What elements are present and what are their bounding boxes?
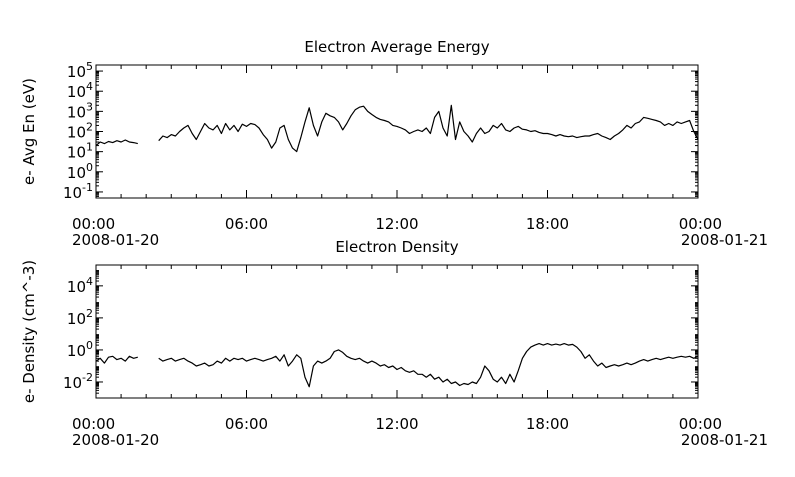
density-title: Electron Density xyxy=(335,238,458,256)
density-x-tick-label: 12:00 xyxy=(375,415,418,433)
energy-plot-frame xyxy=(95,64,699,199)
energy-y-tick-label: 10-1 xyxy=(63,181,93,202)
energy-series-line xyxy=(158,104,699,153)
density-series-line xyxy=(158,343,699,388)
energy-y-tick-label: 101 xyxy=(67,141,93,162)
energy-y-tick-label: 104 xyxy=(67,80,93,101)
density-x-tick-label: 06:00 xyxy=(225,415,268,433)
energy-y-tick-label: 105 xyxy=(67,60,93,81)
energy-x-date-label: 2008-01-20 xyxy=(72,231,159,249)
density-y-tick-label: 104 xyxy=(67,275,93,296)
energy-x-date-label: 2008-01-21 xyxy=(681,231,768,249)
energy-y-tick-label: 102 xyxy=(67,121,93,142)
energy-title: Electron Average Energy xyxy=(304,38,489,56)
density-x-date-label: 2008-01-20 xyxy=(72,431,159,449)
density-x-tick-label: 18:00 xyxy=(526,415,569,433)
energy-x-tick-label: 00:00 xyxy=(72,215,115,233)
density-x-tick-label: 00:00 xyxy=(72,415,115,433)
density-y-tick-label: 100 xyxy=(67,339,93,360)
density-y-tick-label: 10-2 xyxy=(63,371,93,392)
energy-ylabel: e- Avg En (eV) xyxy=(20,78,38,185)
energy-y-tick-label: 103 xyxy=(67,100,93,121)
energy-x-tick-label: 18:00 xyxy=(526,215,569,233)
density-plot-frame xyxy=(95,264,699,399)
energy-x-tick-label: 06:00 xyxy=(225,215,268,233)
density-ylabel: e- Density (cm^-3) xyxy=(20,260,38,403)
energy-x-tick-label: 00:00 xyxy=(679,215,722,233)
density-y-tick-label: 102 xyxy=(67,307,93,328)
density-x-tick-label: 00:00 xyxy=(679,415,722,433)
energy-series-line xyxy=(95,139,138,147)
density-panel: Electron Density e- Density (cm^-3) 10-2 10… xyxy=(20,238,768,449)
density-series-line xyxy=(95,355,138,364)
density-x-date-label: 2008-01-21 xyxy=(681,431,768,449)
energy-y-tick-label: 100 xyxy=(67,161,93,182)
energy-panel: Electron Average Energy e- Avg En (eV) 10-… xyxy=(20,38,768,249)
energy-x-tick-label: 12:00 xyxy=(375,215,418,233)
